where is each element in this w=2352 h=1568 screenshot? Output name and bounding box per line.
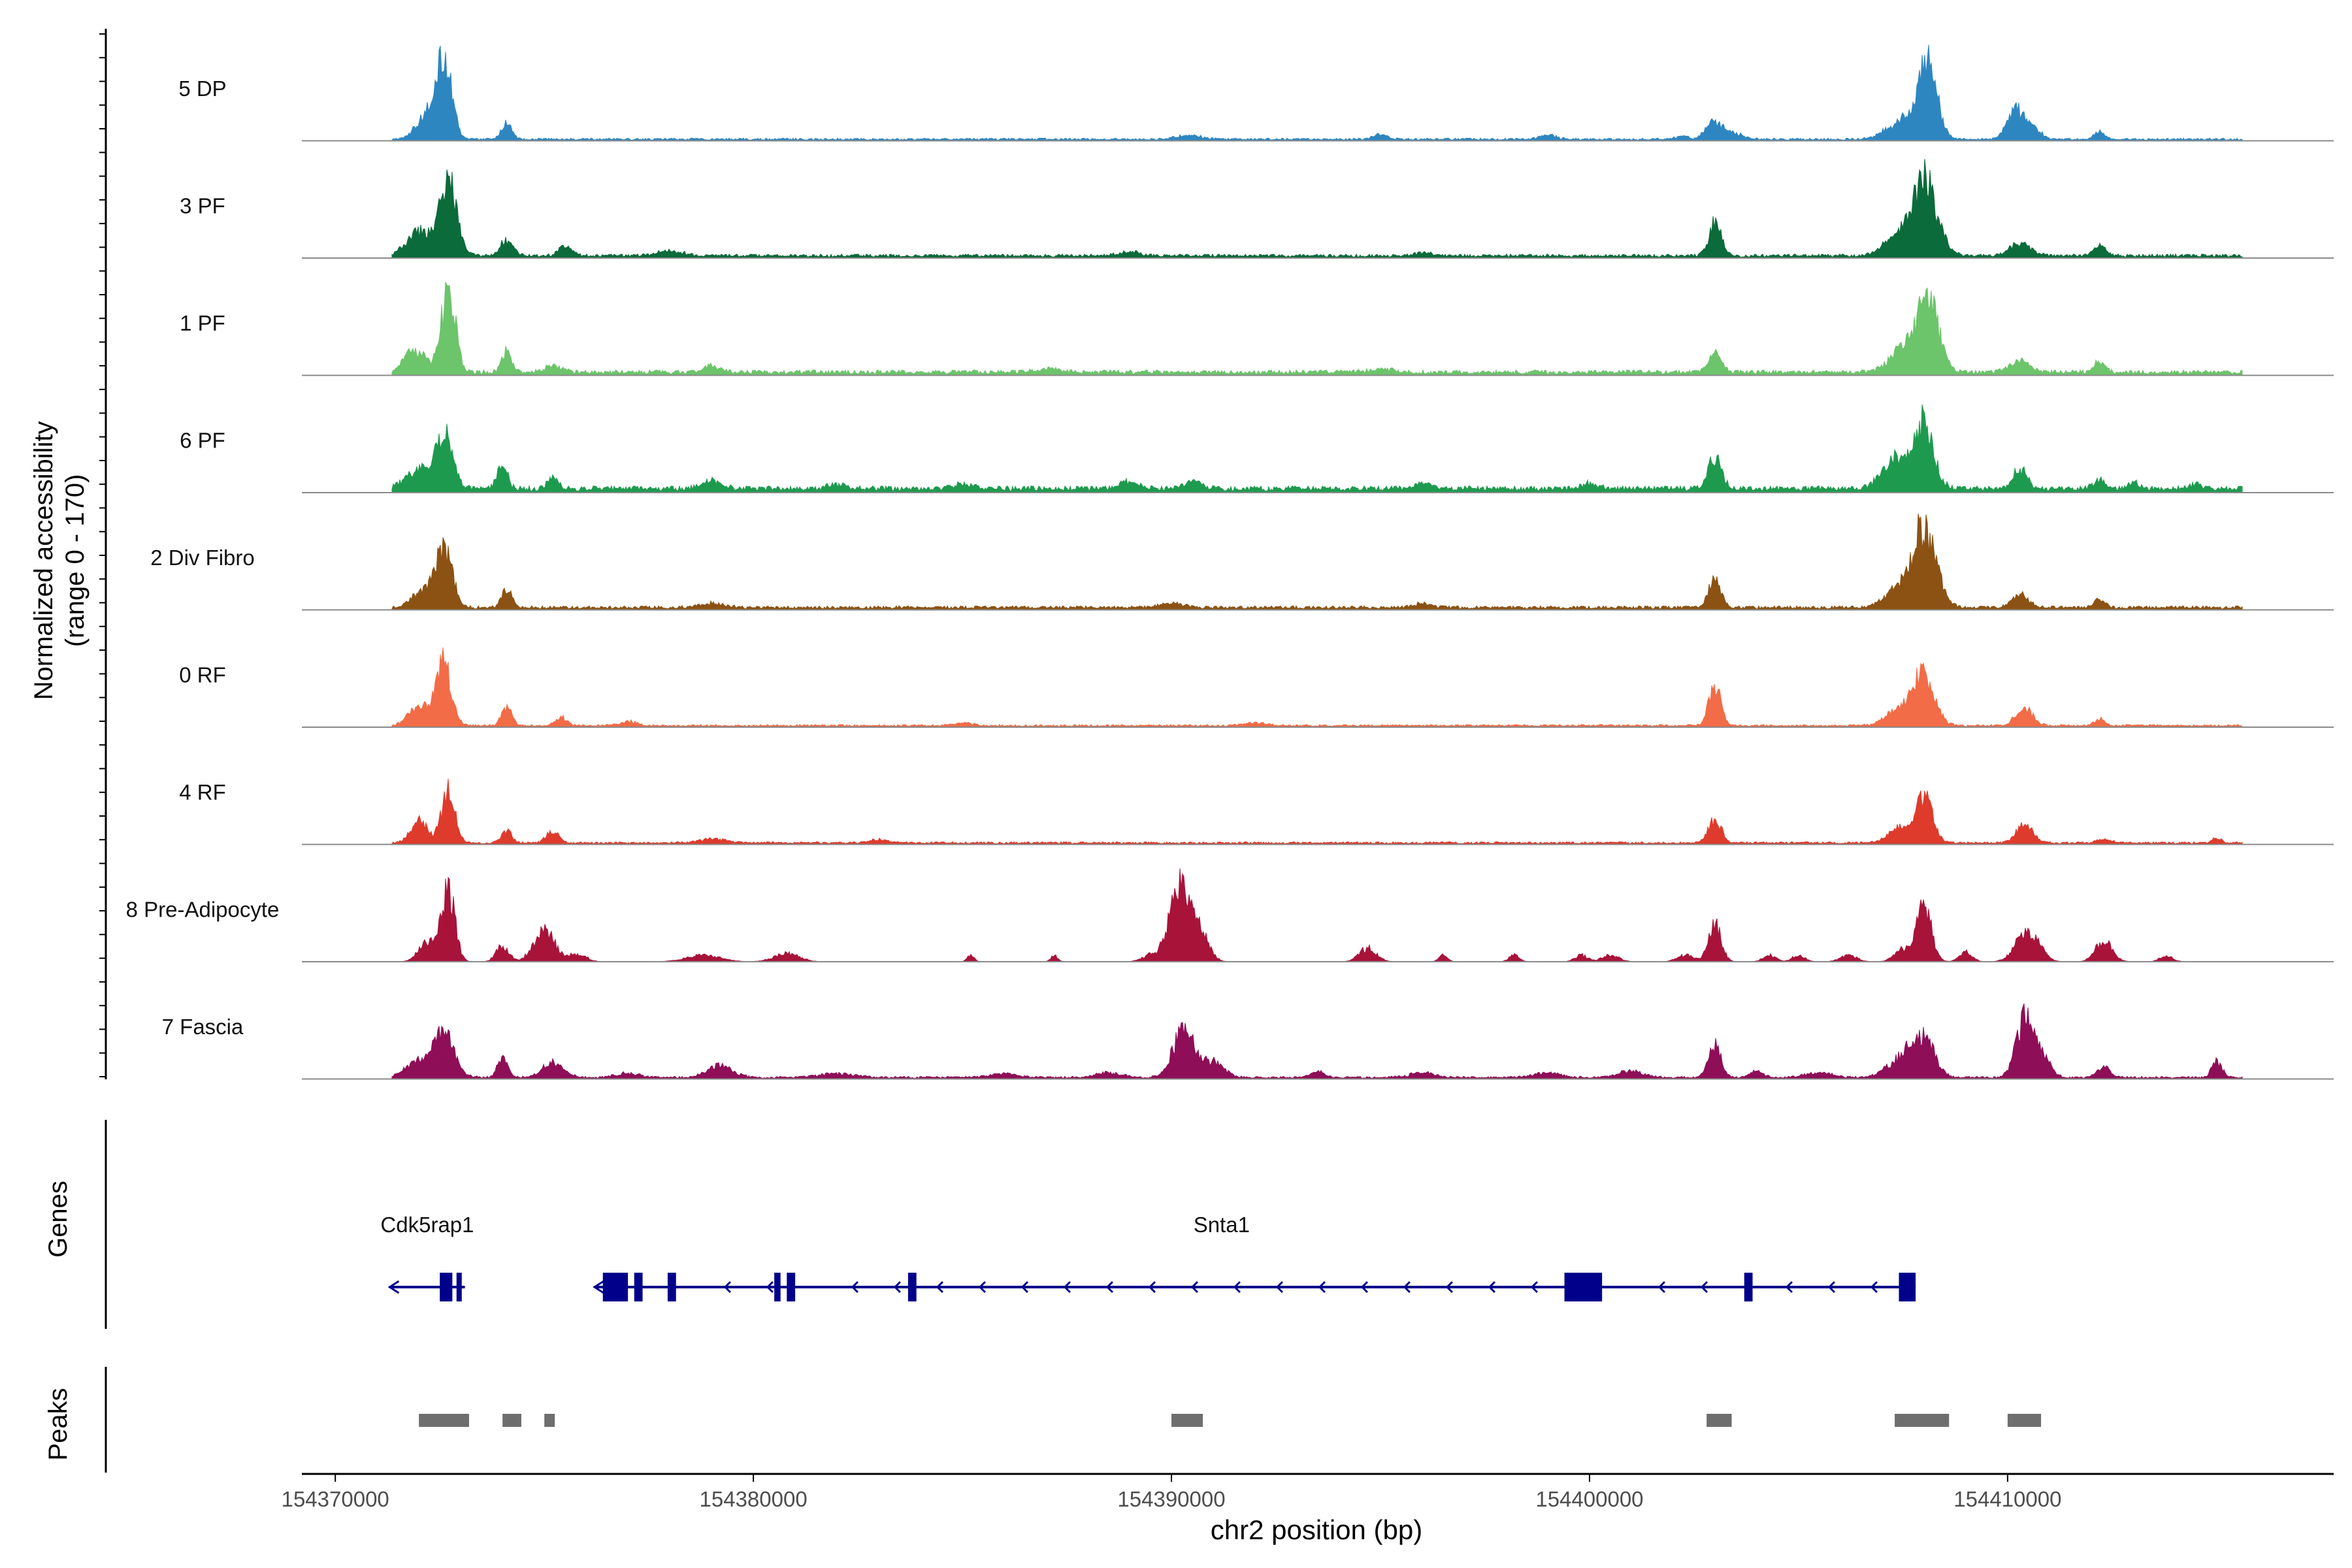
strand-chevron <box>851 1281 859 1294</box>
gene-snta1: Snta1 <box>593 1213 1916 1301</box>
strand-chevron <box>1827 1281 1836 1294</box>
track-2-div-fibro: 2 Div Fibro <box>150 514 2334 611</box>
exon <box>1564 1273 1603 1301</box>
strand-chevron <box>723 1281 732 1294</box>
x-axis: 154370000 154380000 154390000 154400000 1544… <box>282 1473 2334 1511</box>
peak-region <box>544 1414 555 1427</box>
strand-chevron <box>936 1281 944 1294</box>
strand-arrow <box>593 1280 604 1294</box>
exon <box>456 1273 462 1301</box>
track-label: 5 DP <box>178 76 226 101</box>
strand-chevron <box>1488 1281 1496 1294</box>
strand-chevron <box>1403 1281 1411 1294</box>
exon <box>634 1273 643 1301</box>
gene-cdk5rap1: Cdk5rap1 <box>380 1213 474 1301</box>
coverage-tracks: 5 DP 3 PF 1 PF 6 PF 2 Div Fibro 0 RF 4 RF 8 Pre… <box>126 44 2334 1080</box>
track-label: 0 RF <box>179 663 226 687</box>
strand-chevron <box>1658 1281 1666 1294</box>
strand-chevron <box>1063 1281 1071 1294</box>
exon <box>774 1273 781 1301</box>
x-tick-label: 154410000 <box>1953 1487 2061 1511</box>
track-label: 7 Fascia <box>162 1015 244 1039</box>
coverage-area-5-dp <box>391 44 2243 141</box>
gene-label: Cdk5rap1 <box>380 1213 474 1237</box>
coverage-area-4-rf <box>391 779 2243 845</box>
strand-chevron <box>1105 1281 1114 1294</box>
x-tick-label: 154380000 <box>700 1487 808 1511</box>
genes-panel: Cdk5rap1 Snta1 <box>105 1120 1916 1329</box>
x-axis-title: chr2 position (bp) <box>1211 1514 1423 1545</box>
peaks-panel-label: Peaks <box>44 1388 73 1460</box>
strand-chevron <box>1148 1281 1156 1294</box>
track-0-rf: 0 RF <box>179 647 2334 728</box>
exon <box>602 1273 629 1301</box>
track-label: 6 PF <box>180 429 225 453</box>
track-4-rf: 4 RF <box>179 779 2334 845</box>
track-label: 8 Pre-Adipocyte <box>126 898 280 922</box>
exon <box>907 1273 917 1301</box>
coverage-area-8-pre-adipocyte <box>392 868 2242 962</box>
exon <box>440 1273 453 1301</box>
track-8-pre-adipocyte: 8 Pre-Adipocyte <box>126 868 2334 962</box>
peak-region <box>419 1414 469 1427</box>
coverage-area-1-pf <box>391 282 2243 376</box>
track-7-fascia: 7 Fascia <box>162 1003 2334 1080</box>
gene-label: Snta1 <box>1194 1213 1250 1237</box>
track-3-pf: 3 PF <box>180 159 2334 259</box>
x-tick-label: 154370000 <box>282 1487 389 1511</box>
strand-arrow <box>387 1280 400 1294</box>
track-5-dp: 5 DP <box>178 44 2334 142</box>
peak-region <box>1171 1414 1203 1427</box>
exon <box>1744 1273 1753 1301</box>
strand-chevron <box>1190 1281 1199 1294</box>
peak-region <box>2007 1414 2042 1427</box>
peaks-panel <box>105 1367 2042 1473</box>
coverage-area-0-rf <box>391 647 2243 728</box>
strand-chevron <box>1530 1281 1539 1294</box>
coverage-area-2-div-fibro <box>391 514 2243 610</box>
y-axis <box>99 29 107 1079</box>
exon <box>667 1273 676 1301</box>
coverage-area-7-fascia <box>391 1003 2243 1079</box>
exon <box>1899 1273 1916 1301</box>
peak-region <box>1895 1414 1950 1427</box>
strand-chevron <box>1360 1281 1369 1294</box>
x-tick-label: 154400000 <box>1535 1487 1643 1511</box>
y-axis-range: (range 0 - 170) <box>61 474 90 647</box>
strand-chevron <box>766 1281 774 1294</box>
strand-chevron <box>893 1281 902 1294</box>
track-label: 3 PF <box>180 194 225 218</box>
track-1-pf: 1 PF <box>180 282 2334 376</box>
strand-chevron <box>1870 1281 1878 1294</box>
coverage-area-3-pf <box>391 159 2243 259</box>
exon <box>787 1273 796 1301</box>
track-label: 2 Div Fibro <box>150 546 255 570</box>
strand-chevron <box>1021 1281 1029 1294</box>
strand-chevron <box>978 1281 987 1294</box>
track-6-pf: 6 PF <box>180 404 2334 493</box>
peak-region <box>502 1414 521 1427</box>
coverage-area-6-pf <box>391 404 2243 493</box>
strand-chevron <box>1700 1281 1708 1294</box>
strand-chevron <box>1785 1281 1793 1294</box>
peak-region <box>1707 1414 1732 1427</box>
genes-panel-label: Genes <box>44 1181 73 1258</box>
strand-chevron <box>1275 1281 1284 1294</box>
strand-chevron <box>1318 1281 1326 1294</box>
y-axis-title: Normalized accessibility <box>29 421 58 700</box>
track-label: 1 PF <box>180 311 225 335</box>
strand-chevron <box>1233 1281 1241 1294</box>
x-tick-label: 154390000 <box>1117 1487 1225 1511</box>
strand-chevron <box>1445 1281 1454 1294</box>
track-label: 4 RF <box>179 780 226 804</box>
